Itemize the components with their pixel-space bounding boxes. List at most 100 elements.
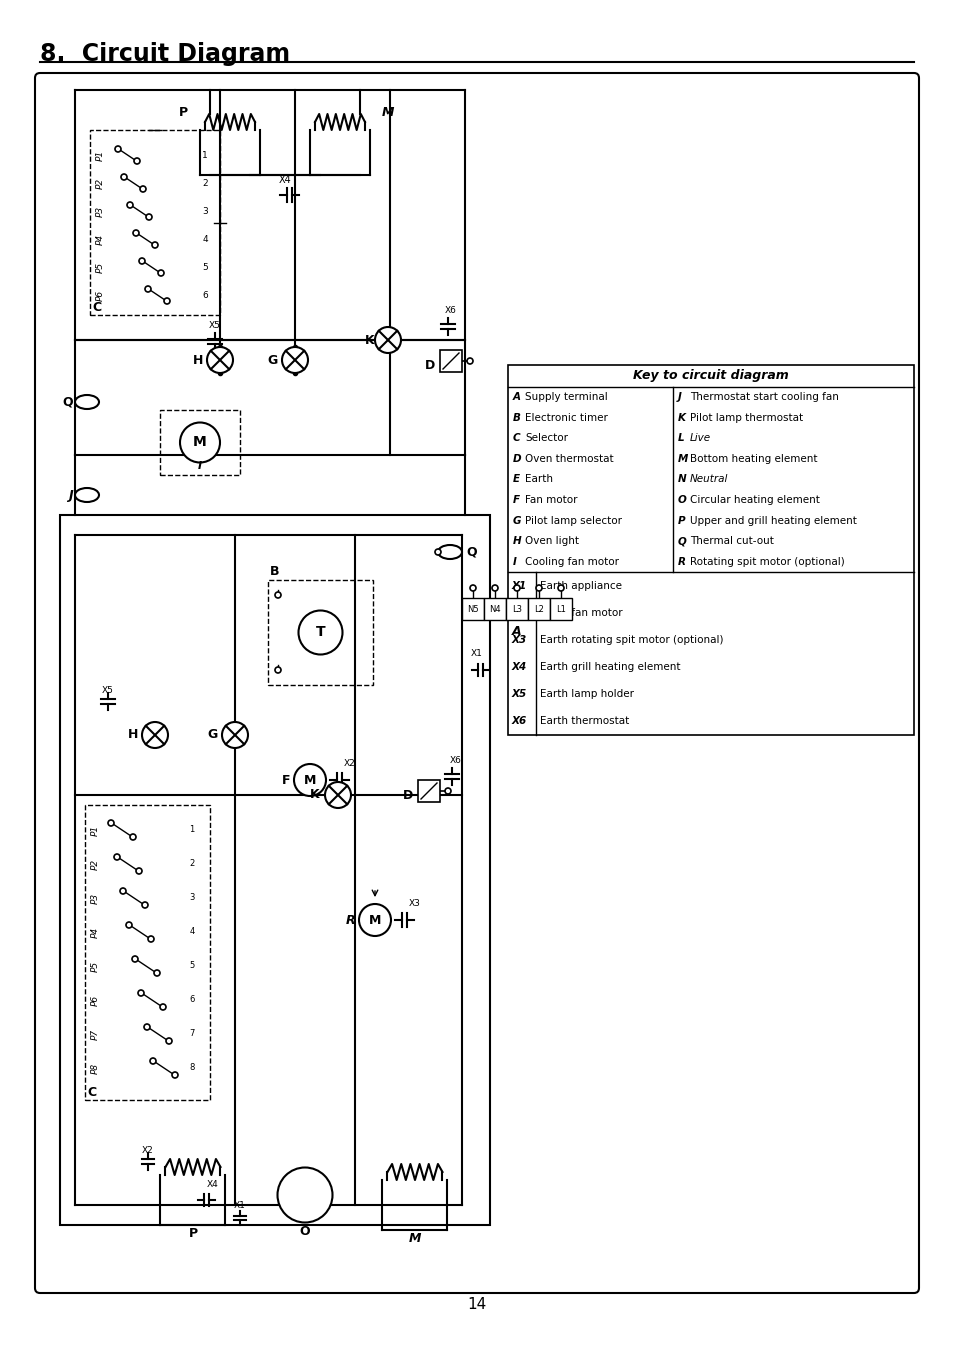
Circle shape xyxy=(126,922,132,927)
Text: B: B xyxy=(513,413,520,423)
Text: 3: 3 xyxy=(202,207,208,216)
Circle shape xyxy=(492,585,497,591)
Text: 5: 5 xyxy=(190,961,194,971)
Ellipse shape xyxy=(75,487,99,502)
Bar xyxy=(417,780,439,802)
Circle shape xyxy=(127,202,132,208)
Text: 5: 5 xyxy=(202,262,208,271)
Text: Oven light: Oven light xyxy=(524,536,578,547)
Text: 2: 2 xyxy=(190,860,194,868)
Circle shape xyxy=(282,347,308,373)
Bar xyxy=(268,580,373,684)
Text: Rotating spit motor (optional): Rotating spit motor (optional) xyxy=(689,556,843,567)
Circle shape xyxy=(158,270,164,275)
Text: P5: P5 xyxy=(96,262,105,273)
Text: P2: P2 xyxy=(96,177,105,189)
Bar xyxy=(85,805,210,1100)
Text: X4: X4 xyxy=(512,662,527,672)
Text: M: M xyxy=(303,774,315,787)
Text: H: H xyxy=(193,354,203,366)
Circle shape xyxy=(113,855,120,860)
Text: J: J xyxy=(678,393,681,402)
Text: P1: P1 xyxy=(96,150,105,161)
Text: I: I xyxy=(197,460,202,471)
Text: X6: X6 xyxy=(444,306,456,315)
Text: K: K xyxy=(310,788,319,802)
Bar xyxy=(483,598,505,620)
Text: 1: 1 xyxy=(190,825,194,834)
Text: X3: X3 xyxy=(512,634,527,645)
Text: X5: X5 xyxy=(512,690,527,699)
Circle shape xyxy=(207,347,233,373)
Text: Bottom heating element: Bottom heating element xyxy=(689,454,817,464)
Bar xyxy=(160,410,240,475)
Text: Pilot lamp selector: Pilot lamp selector xyxy=(524,516,621,525)
Text: F: F xyxy=(513,495,519,505)
Text: J: J xyxy=(69,489,73,501)
Text: L1: L1 xyxy=(556,605,565,613)
Circle shape xyxy=(138,990,144,996)
Text: E: E xyxy=(513,474,519,485)
Text: Cooling fan motor: Cooling fan motor xyxy=(524,556,618,567)
Text: X3: X3 xyxy=(409,899,420,909)
Text: Earth grill heating element: Earth grill heating element xyxy=(539,662,679,672)
Bar xyxy=(507,364,913,734)
Text: Fan motor: Fan motor xyxy=(524,495,577,505)
Text: M: M xyxy=(381,105,395,119)
Circle shape xyxy=(142,902,148,909)
Text: D: D xyxy=(402,788,413,802)
Text: 14: 14 xyxy=(467,1297,486,1312)
Text: Thermostat start cooling fan: Thermostat start cooling fan xyxy=(689,393,838,402)
Bar xyxy=(439,350,461,373)
Text: P7: P7 xyxy=(91,1029,100,1040)
Text: Upper and grill heating element: Upper and grill heating element xyxy=(689,516,856,525)
Circle shape xyxy=(277,1168,333,1223)
Circle shape xyxy=(294,764,326,796)
Text: K: K xyxy=(365,333,375,347)
Circle shape xyxy=(536,585,541,591)
Circle shape xyxy=(145,286,151,292)
Text: X1: X1 xyxy=(471,649,482,657)
Circle shape xyxy=(144,1025,150,1030)
Text: R: R xyxy=(678,556,685,567)
Text: X6: X6 xyxy=(450,756,461,765)
Circle shape xyxy=(164,298,170,304)
Bar xyxy=(550,598,572,620)
Bar xyxy=(527,598,550,620)
Text: L: L xyxy=(678,433,684,443)
Text: 6: 6 xyxy=(202,290,208,300)
Text: P6: P6 xyxy=(91,995,100,1006)
Text: P: P xyxy=(178,105,188,119)
Circle shape xyxy=(444,788,451,794)
Text: C: C xyxy=(87,1085,96,1099)
Circle shape xyxy=(180,423,220,463)
Circle shape xyxy=(132,230,139,236)
Text: Live: Live xyxy=(689,433,710,443)
Text: P6: P6 xyxy=(96,289,105,301)
Bar xyxy=(60,514,490,1224)
Text: X5: X5 xyxy=(209,321,221,329)
Circle shape xyxy=(130,834,136,840)
Text: X2: X2 xyxy=(344,759,355,768)
Text: P2: P2 xyxy=(91,859,100,869)
Circle shape xyxy=(160,1004,166,1010)
Text: X5: X5 xyxy=(102,686,113,695)
Text: X6: X6 xyxy=(512,717,527,726)
Text: O: O xyxy=(299,1224,310,1238)
Circle shape xyxy=(222,722,248,748)
Text: Earth lamp holder: Earth lamp holder xyxy=(539,690,634,699)
Bar xyxy=(505,598,527,620)
Text: 4: 4 xyxy=(202,235,208,243)
Circle shape xyxy=(115,146,121,153)
Text: Q: Q xyxy=(62,396,73,409)
Text: 2: 2 xyxy=(202,178,208,188)
Circle shape xyxy=(358,904,391,936)
Ellipse shape xyxy=(75,396,99,409)
Circle shape xyxy=(558,585,563,591)
Text: T: T xyxy=(315,625,325,640)
Text: N: N xyxy=(678,474,686,485)
Text: 3: 3 xyxy=(189,894,194,903)
Text: Earth appliance: Earth appliance xyxy=(539,580,621,590)
Text: P8: P8 xyxy=(91,1062,100,1073)
Circle shape xyxy=(146,215,152,220)
